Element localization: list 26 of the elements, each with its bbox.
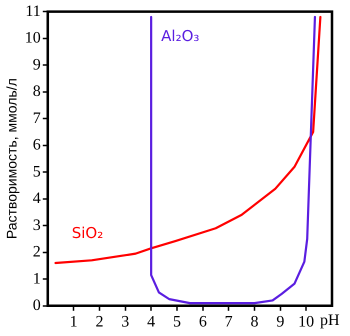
y-tick-label: 4: [32, 190, 41, 208]
x-tick-label: 5: [172, 314, 181, 331]
y-tick-label: 7: [32, 110, 41, 127]
x-axis-title: pH: [320, 312, 340, 330]
x-tick-label: 8: [250, 314, 258, 331]
x-tick-label: 4: [147, 314, 156, 331]
x-tick-label: 10: [298, 314, 314, 331]
x-tick-label: 2: [95, 314, 104, 331]
y-tick-label: 8: [32, 83, 41, 100]
x-tick-label: 3: [121, 314, 130, 331]
y-tick-label: 2: [32, 244, 41, 261]
series-label: SiO₂: [72, 224, 104, 242]
y-tick-label: 5: [32, 163, 41, 180]
y-tick-label: 0: [32, 297, 41, 314]
x-tick-label: 9: [276, 314, 284, 331]
x-tick-label: 7: [224, 314, 233, 331]
y-tick-label: 1: [32, 270, 41, 288]
y-tick-label: 6: [32, 136, 41, 154]
series-label: Al₂O₃: [161, 26, 200, 45]
y-tick-label: 9: [32, 56, 41, 74]
y-tick-label: 11: [25, 2, 41, 20]
y-axis-title: Растворимость, ммоль/л: [3, 78, 20, 240]
x-tick-label: 6: [198, 314, 207, 331]
y-tick-label: 10: [24, 30, 41, 47]
x-tick-label: 1: [70, 314, 78, 331]
y-tick-label: 3: [32, 216, 41, 234]
